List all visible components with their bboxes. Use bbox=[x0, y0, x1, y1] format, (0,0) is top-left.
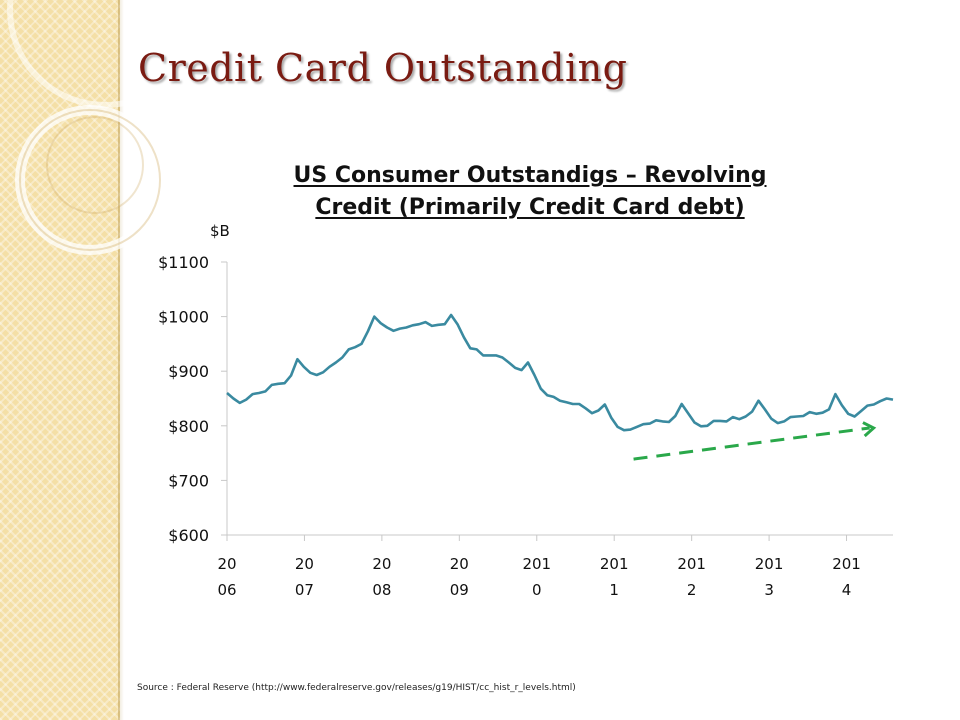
y-tick-label: $800 bbox=[168, 417, 209, 436]
ring-large-outline bbox=[19, 109, 161, 251]
ring-small bbox=[46, 116, 144, 214]
source-note: Source : Federal Reserve (http://www.fed… bbox=[137, 683, 576, 693]
y-tick-label: $900 bbox=[168, 362, 209, 381]
x-tick-label: 3 bbox=[764, 581, 774, 599]
x-tick-label: 201 bbox=[755, 555, 784, 573]
x-tick-label: 1 bbox=[609, 581, 619, 599]
x-tick-label: 06 bbox=[217, 581, 236, 599]
x-tick-label: 07 bbox=[295, 581, 314, 599]
slide-title: Credit Card Outstanding bbox=[138, 46, 628, 90]
x-tick-label: 20 bbox=[372, 555, 391, 573]
x-tick-label: 20 bbox=[217, 555, 236, 573]
trend-layer bbox=[633, 421, 877, 461]
x-tick-label: 20 bbox=[450, 555, 469, 573]
x-tick-label: 0 bbox=[532, 581, 542, 599]
y-axis-unit-label: $B bbox=[210, 222, 230, 240]
ring-top bbox=[7, 0, 200, 108]
ring-large bbox=[15, 105, 165, 255]
y-tick-label: $700 bbox=[168, 471, 209, 490]
y-tick-label: $1100 bbox=[158, 253, 209, 272]
x-axis: 20 06 20 07 20 08 20 09 201 0 201 1 201 2 201 3 201 4 bbox=[217, 534, 893, 599]
trend-line bbox=[633, 426, 870, 461]
chart-title: US Consumer Outstandigs – Revolving Cred… bbox=[220, 160, 840, 224]
decorative-rings bbox=[7, 0, 200, 255]
series-layer bbox=[226, 313, 894, 432]
x-tick-label: 201 bbox=[677, 555, 706, 573]
x-tick-label: 201 bbox=[600, 555, 629, 573]
x-tick-label: 201 bbox=[522, 555, 551, 573]
x-tick-label: 08 bbox=[372, 581, 391, 599]
x-tick-label: 4 bbox=[842, 581, 852, 599]
y-tick-label: $1000 bbox=[158, 308, 209, 327]
x-tick-label: 201 bbox=[832, 555, 861, 573]
trend-arrowhead bbox=[862, 421, 877, 438]
chart-title-line-2: Credit (Primarily Credit Card debt) bbox=[315, 195, 745, 220]
x-tick-label: 09 bbox=[450, 581, 469, 599]
series-line bbox=[226, 313, 894, 432]
sidebar-edge bbox=[118, 0, 124, 720]
chart-title-line-1: US Consumer Outstandigs – Revolving bbox=[293, 163, 767, 188]
y-tick-label: $600 bbox=[168, 526, 209, 545]
x-tick-label: 2 bbox=[687, 581, 697, 599]
x-tick-label: 20 bbox=[295, 555, 314, 573]
y-axis: $600 $700 $800 $900 $1000 $1100 bbox=[158, 253, 228, 545]
